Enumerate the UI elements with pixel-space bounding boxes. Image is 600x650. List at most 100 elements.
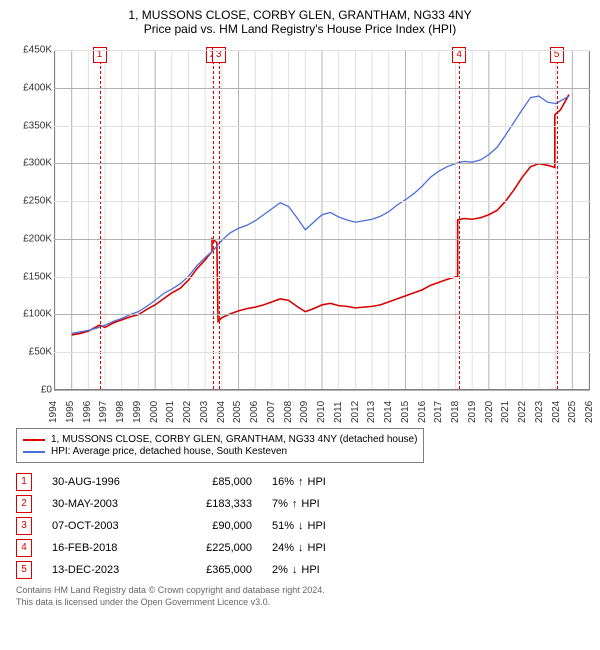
event-delta-pct: 16% (272, 476, 294, 488)
gridline (54, 126, 590, 127)
x-tick-label: 2018 (450, 401, 461, 423)
chart-title: 1, MUSSONS CLOSE, CORBY GLEN, GRANTHAM, … (10, 8, 590, 22)
event-delta: 7% ↑HPI (272, 498, 320, 510)
arrow-down-icon: ↓ (298, 542, 304, 554)
footer-line: Contains HM Land Registry data © Crown c… (16, 585, 590, 597)
x-tick-label: 2022 (517, 401, 528, 423)
y-axis: £0£50K£100K£150K£200K£250K£300K£350K£400… (10, 50, 54, 390)
x-tick-label: 2011 (333, 401, 344, 423)
event-price: £225,000 (172, 542, 252, 554)
marker-line (557, 51, 558, 389)
gridline (54, 50, 590, 51)
x-tick-label: 1997 (98, 401, 109, 423)
event-date: 30-MAY-2003 (52, 498, 152, 510)
y-tick-label: £300K (23, 158, 52, 169)
legend-item: 1, MUSSONS CLOSE, CORBY GLEN, GRANTHAM, … (23, 434, 417, 445)
event-rel: HPI (308, 476, 326, 488)
marker-line (459, 51, 460, 389)
event-rel: HPI (301, 564, 319, 576)
event-delta-pct: 24% (272, 542, 294, 554)
event-price: £90,000 (172, 520, 252, 532)
x-tick-label: 2005 (232, 401, 243, 423)
marker-line (219, 51, 220, 389)
event-marker-box: 4 (16, 539, 32, 557)
event-marker-box: 2 (16, 495, 32, 513)
event-marker-box: 1 (16, 473, 32, 491)
x-tick-label: 1994 (48, 401, 59, 423)
x-tick-label: 2003 (199, 401, 210, 423)
event-rel: HPI (308, 520, 326, 532)
arrow-up-icon: ↑ (292, 498, 298, 510)
legend: 1, MUSSONS CLOSE, CORBY GLEN, GRANTHAM, … (16, 428, 424, 463)
legend-label: 1, MUSSONS CLOSE, CORBY GLEN, GRANTHAM, … (51, 434, 417, 445)
x-tick-label: 2021 (500, 401, 511, 423)
marker-line (213, 51, 214, 389)
x-tick-label: 2002 (182, 401, 193, 423)
y-tick-label: £200K (23, 233, 52, 244)
gridline (54, 88, 590, 89)
arrow-up-icon: ↑ (298, 476, 304, 488)
x-tick-label: 2020 (484, 401, 495, 423)
x-tick-label: 2006 (249, 401, 260, 423)
marker-line (100, 51, 101, 389)
x-tick-label: 1996 (82, 401, 93, 423)
event-delta-pct: 2% (272, 564, 288, 576)
x-tick-label: 2025 (567, 401, 578, 423)
gridline (54, 314, 590, 315)
event-row: 5 13-DEC-2023 £365,000 2%↓HPI (16, 561, 590, 579)
event-row: 3 07-OCT-2003 £90,000 51%↓HPI (16, 517, 590, 535)
series-line (72, 95, 569, 335)
x-tick-label: 2014 (383, 401, 394, 423)
event-price: £183,333 (172, 498, 252, 510)
legend-label: HPI: Average price, detached house, Sout… (51, 446, 287, 457)
gridline (54, 277, 590, 278)
series-line (72, 96, 569, 333)
x-tick-label: 2015 (400, 401, 411, 423)
chart-subtitle: Price paid vs. HM Land Registry's House … (10, 22, 590, 36)
gridline (54, 239, 590, 240)
x-tick-label: 2001 (165, 401, 176, 423)
x-tick-label: 2000 (149, 401, 160, 423)
event-price: £85,000 (172, 476, 252, 488)
x-tick-label: 2013 (366, 401, 377, 423)
gridline (54, 201, 590, 202)
y-tick-label: £400K (23, 82, 52, 93)
plot-area: 12345 (54, 50, 590, 390)
event-delta: 16% ↑ HPI (272, 476, 326, 488)
x-tick-label: 2026 (584, 401, 595, 423)
event-delta: 2%↓HPI (272, 564, 320, 576)
y-tick-label: £100K (23, 309, 52, 320)
event-row: 2 30-MAY-2003 £183,333 7% ↑HPI (16, 495, 590, 513)
event-date: 13-DEC-2023 (52, 564, 152, 576)
y-tick-label: £50K (29, 347, 52, 358)
x-tick-label: 2023 (534, 401, 545, 423)
event-marker-box: 5 (16, 561, 32, 579)
event-rel: HPI (301, 498, 319, 510)
y-tick-label: £250K (23, 196, 52, 207)
x-tick-label: 2008 (283, 401, 294, 423)
footer: Contains HM Land Registry data © Crown c… (16, 585, 590, 608)
event-row: 130-AUG-1996£85,00016%↑HPI (16, 473, 590, 491)
event-date: 16-FEB-2018 (52, 542, 152, 554)
legend-swatch (23, 451, 45, 453)
event-price: £365,000 (172, 564, 252, 576)
x-tick-label: 2007 (266, 401, 277, 423)
gridline (54, 163, 590, 164)
x-tick-label: 2009 (299, 401, 310, 423)
x-tick-label: 2019 (467, 401, 478, 423)
x-tick-label: 1999 (132, 401, 143, 423)
events-table: 130-AUG-1996£85,00016%↑HPI230-MAY-2003£1… (16, 473, 590, 579)
x-tick-label: 2024 (551, 401, 562, 423)
event-row: 416-FEB-2018£225,00024%↓HPI (16, 539, 590, 557)
y-tick-label: £450K (23, 45, 52, 56)
x-tick-label: 2010 (316, 401, 327, 423)
y-tick-label: £0 (41, 385, 52, 396)
event-date: 07-OCT-2003 (52, 520, 152, 532)
x-tick-label: 2017 (433, 401, 444, 423)
event-delta: 24%↓HPI (272, 542, 326, 554)
event-marker-box: 3 (16, 517, 32, 535)
event-delta: 51%↓HPI (272, 520, 326, 532)
x-tick-label: 1998 (115, 401, 126, 423)
y-tick-label: £350K (23, 120, 52, 131)
event-delta-pct: 7% (272, 498, 288, 510)
